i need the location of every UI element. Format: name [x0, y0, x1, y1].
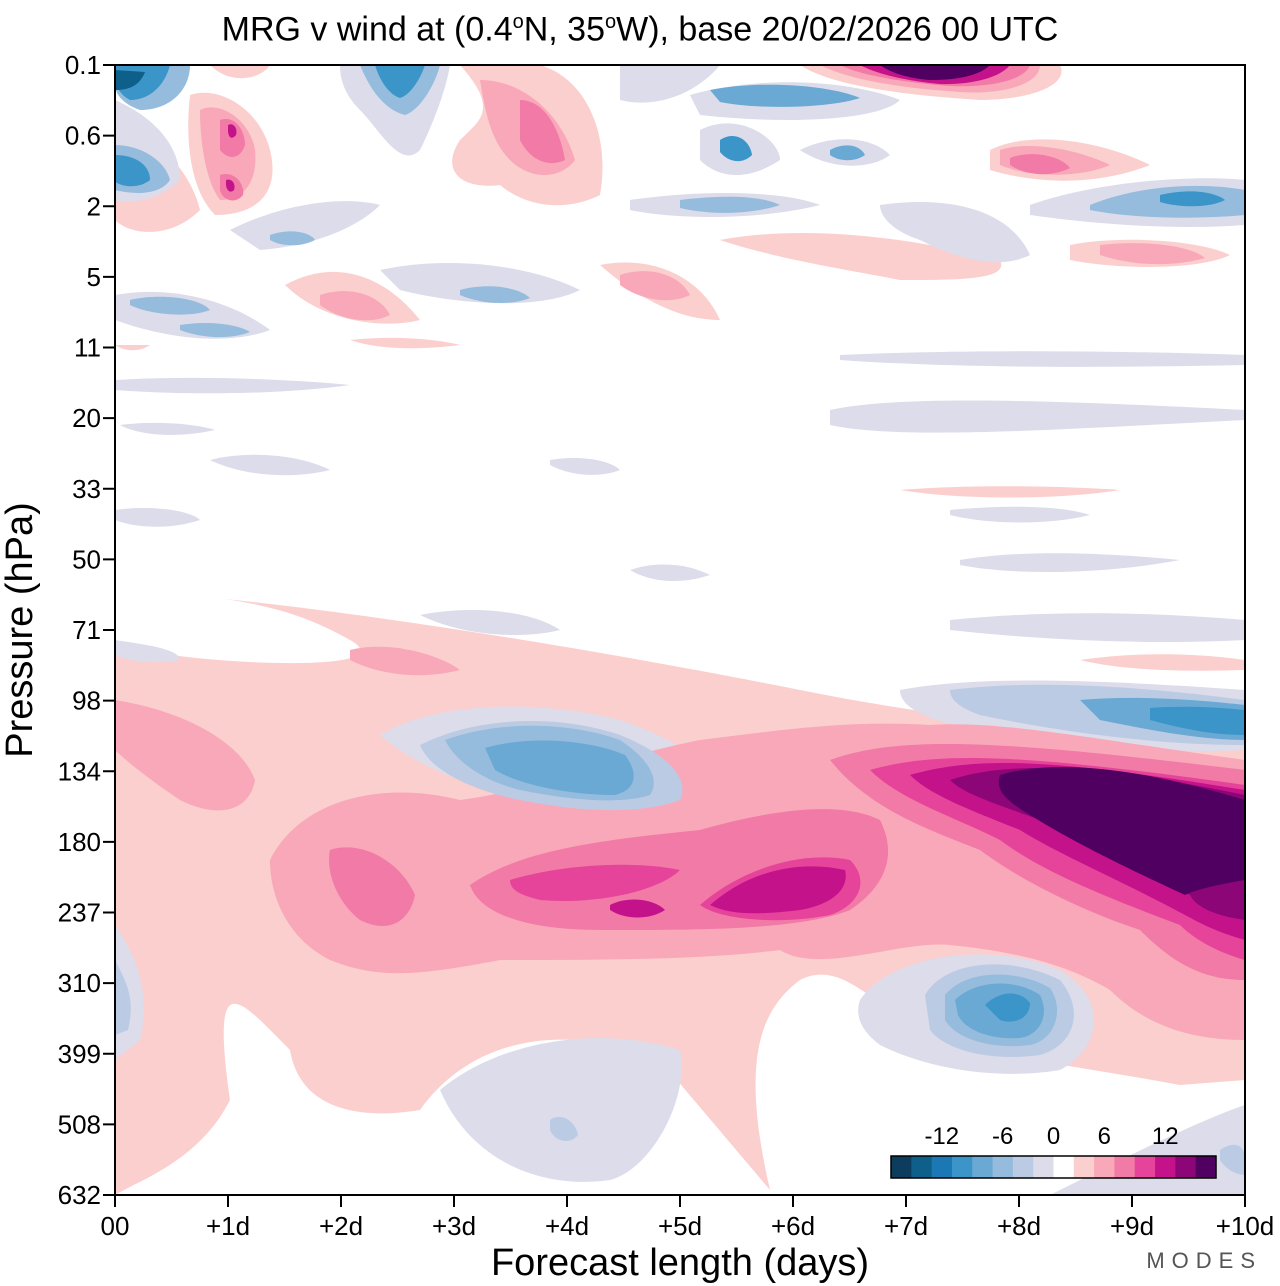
- y-tick-label: 98: [72, 686, 101, 716]
- y-tick-label: 2: [87, 191, 101, 221]
- contour-field: [115, 65, 1245, 1195]
- y-tick-label: 20: [72, 403, 101, 433]
- y-tick-label: 180: [58, 827, 101, 857]
- y-tick-label: 33: [72, 474, 101, 504]
- brand-logo-text: MODES: [1146, 1248, 1262, 1273]
- y-tick-label: 399: [58, 1039, 101, 1069]
- y-tick-label: 632: [58, 1180, 101, 1210]
- colorbar-swatch: [1175, 1156, 1197, 1178]
- colorbar-swatch: [1114, 1156, 1136, 1178]
- x-tick-label: +5d: [658, 1211, 702, 1241]
- colorbar-frame: [890, 1155, 1217, 1179]
- colorbar-swatch: [992, 1156, 1014, 1178]
- y-tick-label: 508: [58, 1109, 101, 1139]
- y-tick-label: 134: [58, 756, 101, 786]
- colorbar-tick-label: 12: [1152, 1123, 1179, 1150]
- colorbar-swatch: [931, 1156, 953, 1178]
- y-tick-label: 71: [72, 615, 101, 645]
- colorbar-tick-label: -6: [992, 1123, 1013, 1150]
- x-tick-label: +3d: [432, 1211, 476, 1241]
- x-axis-label: Forecast length (days): [491, 1242, 869, 1284]
- y-axis-label: Pressure (hPa): [0, 502, 41, 758]
- colorbar-swatch: [911, 1156, 933, 1178]
- x-tick-label: +1d: [206, 1211, 250, 1241]
- y-tick-label: 50: [72, 544, 101, 574]
- colorbar-swatch: [1134, 1156, 1156, 1178]
- colorbar: -12 -6 0 6 12: [890, 1123, 1217, 1179]
- colorbar-swatch: [1012, 1156, 1034, 1178]
- colorbar-swatch: [1053, 1156, 1075, 1178]
- x-axis: 00 +1d +2d +3d +4d +5d +6d +7d +8d +9d +10d: [101, 1195, 1275, 1241]
- x-tick-label: +6d: [771, 1211, 815, 1241]
- x-tick-label: +9d: [1110, 1211, 1154, 1241]
- x-tick-label: 00: [101, 1211, 130, 1241]
- colorbar-tick-label: 0: [1047, 1123, 1060, 1150]
- x-tick-label: +8d: [997, 1211, 1041, 1241]
- colorbar-swatch: [1073, 1156, 1095, 1178]
- colorbar-tick-label: -12: [924, 1123, 959, 1150]
- x-tick-label: +10d: [1216, 1211, 1275, 1241]
- x-tick-label: +4d: [545, 1211, 589, 1241]
- colorbar-swatch: [951, 1156, 973, 1178]
- x-tick-label: +7d: [884, 1211, 928, 1241]
- colorbar-tick-label: 6: [1098, 1123, 1111, 1150]
- y-tick-label: 310: [58, 968, 101, 998]
- y-tick-label: 0.1: [65, 50, 101, 80]
- y-tick-label: 11: [74, 333, 101, 363]
- y-tick-label: 237: [58, 898, 101, 928]
- colorbar-swatch: [1033, 1156, 1054, 1178]
- colorbar-swatch: [972, 1156, 994, 1178]
- colorbar-swatch: [1195, 1156, 1217, 1178]
- colorbar-swatch: [1094, 1156, 1115, 1178]
- y-tick-label: 0.6: [65, 121, 101, 151]
- x-tick-label: +2d: [319, 1211, 363, 1241]
- y-axis: 0.1 0.6 2 5 11 20 33 50 71 98 134 180 237 310 399 508 63…: [58, 50, 115, 1210]
- chart-title: MRG v wind at (0.4oN, 35oW), base 20/02/…: [221, 10, 1059, 49]
- colorbar-swatch: [891, 1156, 912, 1178]
- colorbar-swatch: [1155, 1156, 1176, 1178]
- y-tick-label: 5: [87, 262, 101, 292]
